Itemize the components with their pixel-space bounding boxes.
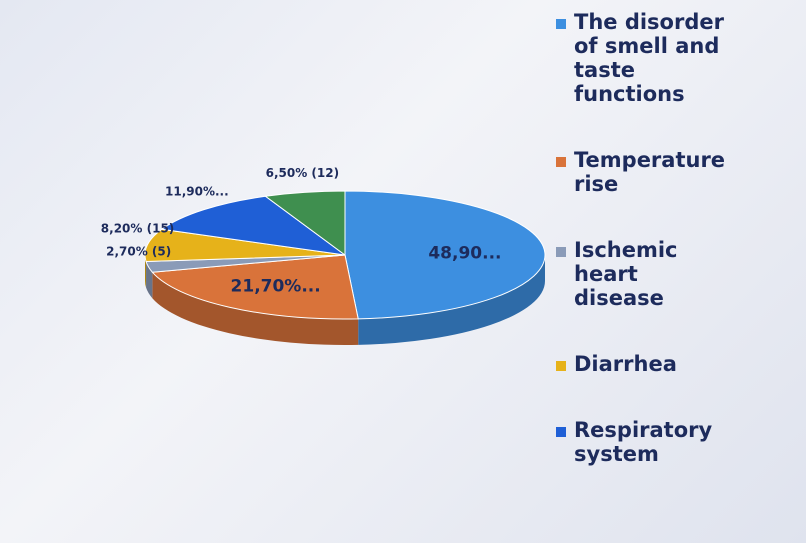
legend-label: Ischemic heart disease — [574, 238, 724, 310]
legend-label: Respiratory system — [574, 418, 724, 466]
legend-label: Diarrhea — [574, 352, 724, 376]
screen: 48,90... 21,70%... 2,70% (5) 8,20% (15) 11,9… — [0, 0, 806, 543]
legend-item: Ischemic heart disease — [556, 238, 746, 310]
data-label: 48,90... — [428, 244, 501, 264]
legend-item: Diarrhea — [556, 352, 746, 376]
legend-swatch — [556, 361, 566, 371]
legend-item: Temperature rise — [556, 148, 746, 196]
legend-label: Temperature rise — [574, 148, 724, 196]
data-label: 11,90%... — [165, 184, 229, 198]
data-label: 8,20% (15) — [101, 222, 174, 236]
data-label: 6,50% (12) — [266, 166, 339, 180]
legend-label: The disorder of smell and taste function… — [574, 10, 724, 106]
data-label: 21,70%... — [231, 276, 321, 296]
legend-item: The disorder of smell and taste function… — [556, 10, 746, 106]
legend-item: Respiratory system — [556, 418, 746, 466]
legend-swatch — [556, 157, 566, 167]
data-label: 2,70% (5) — [106, 245, 171, 259]
legend-swatch — [556, 427, 566, 437]
legend-swatch — [556, 19, 566, 29]
legend: The disorder of smell and taste function… — [556, 10, 746, 508]
legend-swatch — [556, 247, 566, 257]
